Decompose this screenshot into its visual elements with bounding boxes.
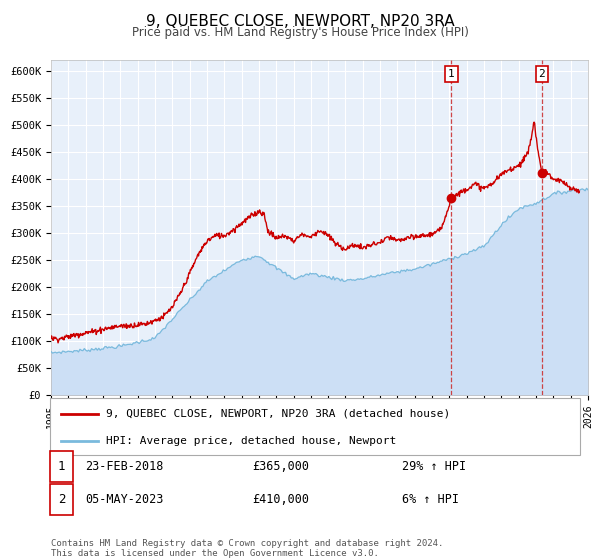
Text: Price paid vs. HM Land Registry's House Price Index (HPI): Price paid vs. HM Land Registry's House … <box>131 26 469 39</box>
Text: 2: 2 <box>539 69 545 79</box>
Text: 2: 2 <box>58 493 65 506</box>
Text: This data is licensed under the Open Government Licence v3.0.: This data is licensed under the Open Gov… <box>51 549 379 558</box>
Text: 9, QUEBEC CLOSE, NEWPORT, NP20 3RA (detached house): 9, QUEBEC CLOSE, NEWPORT, NP20 3RA (deta… <box>106 409 450 419</box>
Text: 05-MAY-2023: 05-MAY-2023 <box>85 493 163 506</box>
Text: HPI: Average price, detached house, Newport: HPI: Average price, detached house, Newp… <box>106 436 396 446</box>
Text: 29% ↑ HPI: 29% ↑ HPI <box>402 460 466 473</box>
Text: 1: 1 <box>58 460 65 473</box>
Text: 9, QUEBEC CLOSE, NEWPORT, NP20 3RA: 9, QUEBEC CLOSE, NEWPORT, NP20 3RA <box>146 14 454 29</box>
Text: £365,000: £365,000 <box>252 460 309 473</box>
Text: 6% ↑ HPI: 6% ↑ HPI <box>402 493 459 506</box>
Text: Contains HM Land Registry data © Crown copyright and database right 2024.: Contains HM Land Registry data © Crown c… <box>51 539 443 548</box>
Text: 1: 1 <box>448 69 455 79</box>
Text: £410,000: £410,000 <box>252 493 309 506</box>
Text: 23-FEB-2018: 23-FEB-2018 <box>85 460 163 473</box>
